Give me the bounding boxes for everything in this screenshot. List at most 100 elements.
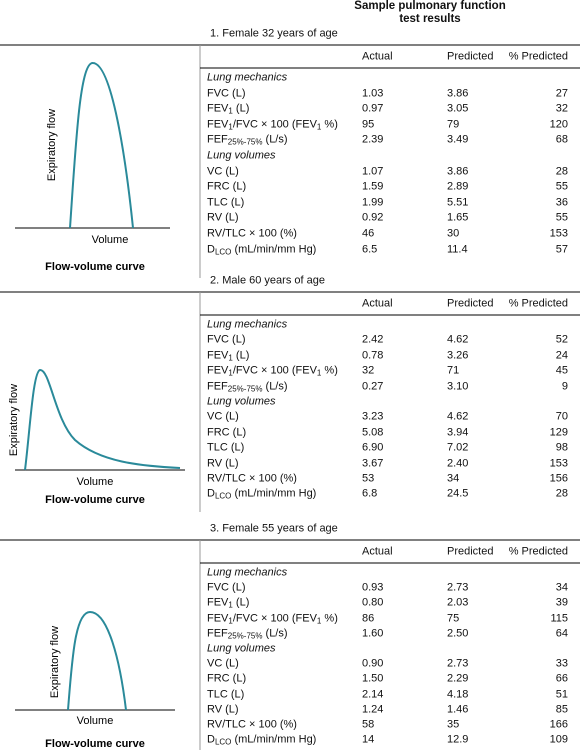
- subscript: 1: [228, 616, 233, 626]
- subscript: 1: [316, 122, 322, 132]
- label-text: FEF: [207, 627, 228, 640]
- row-label: VC (L): [207, 658, 239, 671]
- cell: 1.60: [362, 627, 384, 640]
- cell: 0.78: [362, 349, 384, 362]
- row-label: FEV1 (L): [207, 597, 249, 610]
- page-title: Sample pulmonary function test results: [354, 0, 506, 25]
- subscript: 1: [228, 353, 233, 363]
- label-text: VC (L): [207, 657, 239, 670]
- cell: 2.29: [447, 672, 469, 685]
- label-text: %): [321, 612, 338, 625]
- cell: 53: [362, 472, 375, 485]
- column-header: Actual: [362, 50, 393, 63]
- axis-label: Volume: [77, 476, 114, 488]
- label-text: FVC (L): [207, 333, 246, 346]
- column-header: Predicted: [447, 50, 494, 63]
- label-text: /FVC × 100 (FEV: [232, 118, 317, 131]
- column-header: Actual: [362, 297, 393, 310]
- row-label: RV (L): [207, 703, 239, 716]
- row-label: FVC (L): [207, 582, 246, 595]
- cell: 55: [555, 211, 568, 224]
- cell: 2.42: [362, 333, 384, 346]
- cell: 55: [555, 180, 568, 193]
- label-text: FVC (L): [207, 87, 246, 100]
- cell: 1.03: [362, 87, 384, 100]
- label-text: /FVC × 100 (FEV: [232, 364, 317, 377]
- axis-label: Volume: [77, 715, 114, 727]
- cell: 85: [555, 703, 568, 716]
- label-text: TLC (L): [207, 441, 245, 454]
- cell: 129: [549, 426, 568, 439]
- row-label: DLCO (mL/min/mm Hg): [207, 488, 316, 501]
- flow-curve: [69, 61, 134, 229]
- flow-curve: [24, 369, 181, 471]
- label-text: FRC (L): [207, 180, 247, 193]
- case-heading: 1. Female 32 years of age: [210, 27, 338, 40]
- cell: 156: [549, 472, 568, 485]
- subscript: LCO: [214, 247, 232, 257]
- cell: 2.73: [447, 657, 469, 670]
- case-heading: 2. Male 60 years of age: [210, 274, 325, 287]
- label-text: FEF: [207, 133, 228, 146]
- subscript: 1: [228, 122, 233, 132]
- label-text: (L): [232, 596, 250, 609]
- cell: 66: [555, 672, 568, 685]
- row-label: RV/TLC × 100 (%): [207, 228, 297, 241]
- row-label: FEV1/FVC × 100 (FEV1 %): [207, 612, 338, 625]
- figure-caption: Flow-volume curve: [45, 494, 145, 506]
- cell: 64: [555, 627, 568, 640]
- cell: 6.8: [362, 487, 378, 500]
- row-label: RV/TLC × 100 (%): [207, 719, 297, 732]
- subscript: LCO: [214, 737, 232, 747]
- cell: 39: [555, 596, 568, 609]
- cell: 2.40: [447, 457, 469, 470]
- cell: 33: [555, 657, 568, 670]
- cell: 32: [555, 102, 568, 115]
- label-text: RV/TLC × 100 (%): [207, 718, 297, 731]
- cell: 3.86: [447, 165, 469, 178]
- row-label: DLCO (mL/min/mm Hg): [207, 734, 316, 747]
- label-text: FEV: [207, 349, 229, 362]
- label-text: FEF: [207, 380, 228, 393]
- cell: 1.07: [362, 165, 384, 178]
- label-text: RV/TLC × 100 (%): [207, 227, 297, 240]
- label-text: (mL/min/mm Hg): [231, 243, 317, 256]
- label-text: (L/s): [262, 627, 288, 640]
- cell: 120: [549, 118, 568, 131]
- cell: 3.05: [447, 102, 469, 115]
- cell: 2.89: [447, 180, 469, 193]
- label-text: RV (L): [207, 457, 239, 470]
- row-label: FVC (L): [207, 334, 246, 347]
- cell: 3.86: [447, 87, 469, 100]
- subscript: LCO: [214, 491, 232, 501]
- section-title: Lung mechanics: [207, 318, 288, 331]
- subscript: 1: [228, 600, 233, 610]
- label-text: FEV: [207, 364, 229, 377]
- section-title: Lung volumes: [207, 642, 276, 655]
- section-title: Lung volumes: [207, 149, 276, 162]
- cell: 6.5: [362, 243, 378, 256]
- cell: 98: [555, 441, 568, 454]
- cell: 153: [549, 227, 568, 240]
- curves: [24, 61, 181, 711]
- row-label: RV (L): [207, 457, 239, 470]
- cell: 46: [362, 227, 375, 240]
- row-label: FEV1 (L): [207, 103, 249, 116]
- cell: 3.23: [362, 410, 384, 423]
- axis-label: Expiratory flow: [8, 384, 20, 456]
- cell: 71: [447, 364, 460, 377]
- cell: 0.90: [362, 657, 384, 670]
- cell: 45: [555, 364, 568, 377]
- label-text: FEV: [207, 596, 229, 609]
- axis-label: Expiratory flow: [49, 626, 61, 698]
- cell: 52: [555, 333, 568, 346]
- subscript: 25%-75%: [227, 384, 263, 394]
- flow-curve: [67, 610, 127, 711]
- cell: 3.94: [447, 426, 469, 439]
- cell: 34: [447, 472, 460, 485]
- row-label: TLC (L): [207, 442, 244, 455]
- cell: 14: [362, 733, 375, 746]
- row-label: FEF25%-75% (L/s): [207, 134, 288, 147]
